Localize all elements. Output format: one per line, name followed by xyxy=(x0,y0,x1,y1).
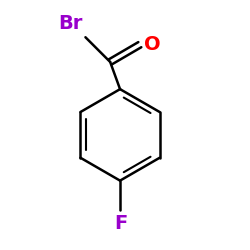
Text: Br: Br xyxy=(58,14,83,33)
Text: F: F xyxy=(115,214,128,234)
Text: O: O xyxy=(144,35,160,54)
